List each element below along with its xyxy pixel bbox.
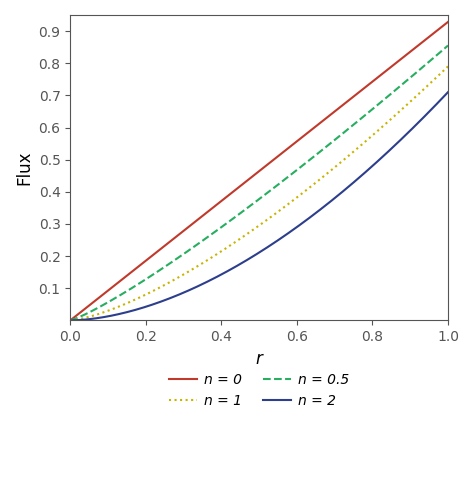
n = 2 [292,226,298,232]
Legend: n = 0, n = 1, n = 0.5, n = 2: n = 0, n = 1, n = 0.5, n = 2 [164,367,355,413]
n = 0 [292,140,298,146]
n = 1 [445,63,451,69]
n = 0 [247,176,253,182]
Line: n = 0: n = 0 [70,22,448,320]
n = 1 [272,211,277,217]
n = 1 [249,228,255,234]
n = 0.5 [67,317,73,323]
n = 0 [272,156,277,162]
Line: n = 2: n = 2 [70,92,448,320]
n = 0.5 [377,100,383,106]
X-axis label: r: r [255,350,263,368]
n = 0.5 [445,42,451,48]
n = 0 [249,174,255,180]
n = 2 [247,255,253,261]
n = 2 [377,156,383,162]
n = 2 [249,254,255,260]
n = 2 [272,240,277,246]
n = 0.5 [272,184,277,190]
n = 2 [445,89,451,95]
n = 2 [67,317,73,323]
n = 1 [377,126,383,132]
Line: n = 0.5: n = 0.5 [70,45,448,320]
n = 0.5 [292,168,298,174]
Y-axis label: Flux: Flux [15,150,33,185]
n = 0.5 [247,203,253,209]
n = 0 [445,19,451,25]
n = 2 [436,99,442,105]
n = 1 [67,317,73,323]
n = 0 [67,317,73,323]
n = 1 [247,229,253,235]
n = 0 [436,26,442,32]
n = 0.5 [436,50,442,56]
n = 1 [292,196,298,202]
n = 0.5 [249,202,255,208]
Line: n = 1: n = 1 [70,66,448,320]
n = 0 [377,73,383,79]
n = 1 [436,72,442,78]
